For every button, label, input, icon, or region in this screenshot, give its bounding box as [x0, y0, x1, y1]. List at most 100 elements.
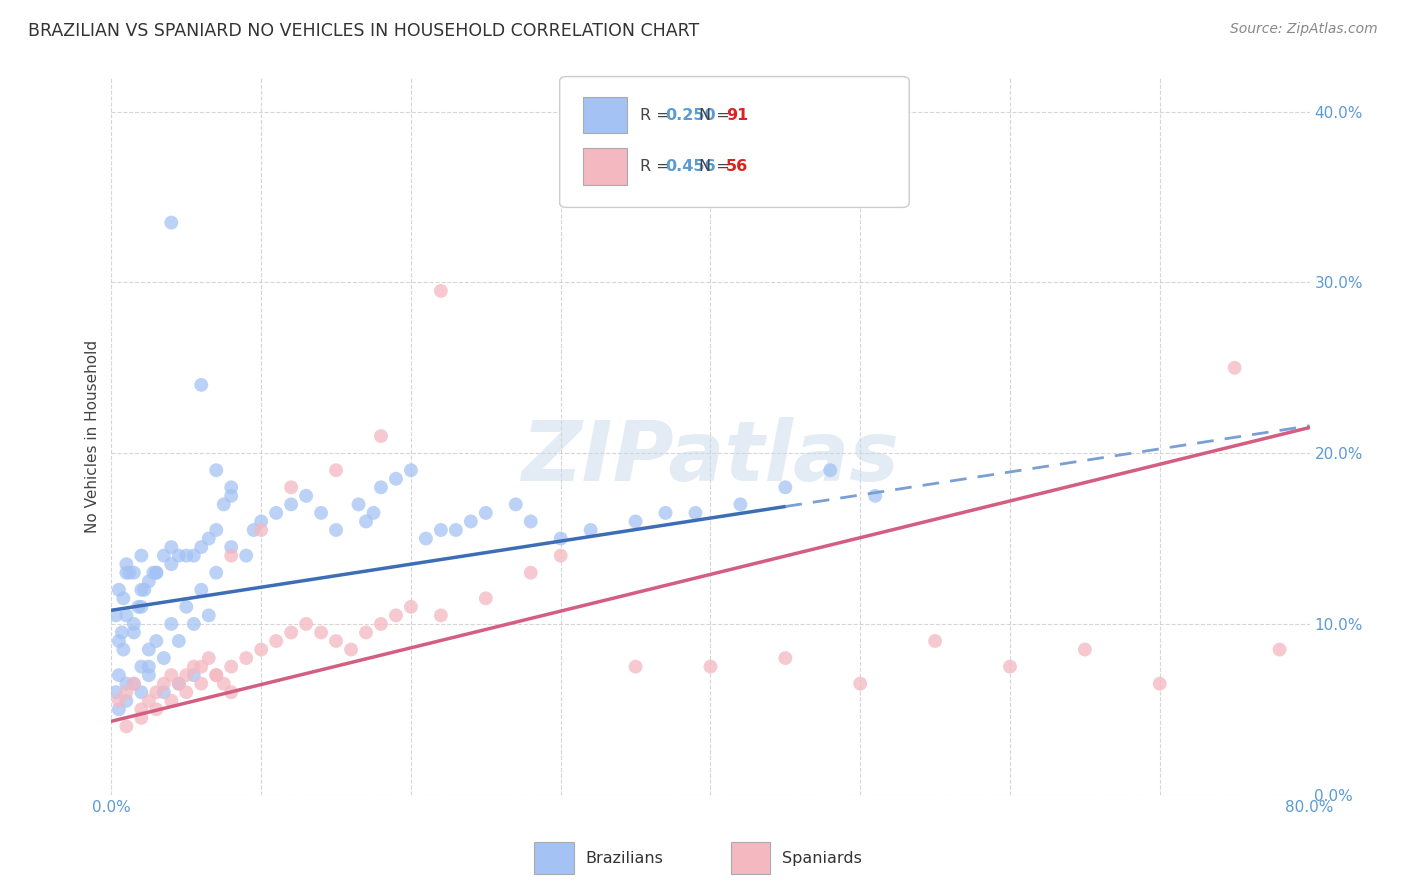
- Point: [475, 506, 498, 520]
- Point: [863, 489, 886, 503]
- Point: [325, 634, 347, 648]
- Point: [174, 599, 197, 614]
- Point: [197, 532, 219, 546]
- Point: [624, 659, 647, 673]
- Point: [127, 599, 149, 614]
- Point: [115, 566, 138, 580]
- Point: [145, 634, 167, 648]
- Point: [295, 489, 318, 503]
- Point: [550, 532, 572, 546]
- Point: [104, 685, 127, 699]
- Point: [219, 480, 242, 494]
- Point: [197, 651, 219, 665]
- Point: [167, 549, 190, 563]
- Point: [138, 668, 160, 682]
- Point: [730, 497, 752, 511]
- Point: [115, 694, 138, 708]
- Point: [775, 480, 797, 494]
- Point: [160, 540, 183, 554]
- Point: [1268, 642, 1291, 657]
- Text: N =: N =: [699, 108, 735, 123]
- Point: [115, 676, 138, 690]
- Point: [219, 489, 242, 503]
- Point: [519, 515, 541, 529]
- Point: [153, 549, 176, 563]
- Point: [112, 591, 135, 606]
- Point: [295, 616, 318, 631]
- Point: [190, 676, 212, 690]
- Point: [183, 616, 205, 631]
- Text: ZIPatlas: ZIPatlas: [522, 417, 900, 498]
- Point: [385, 608, 408, 623]
- Point: [160, 557, 183, 571]
- Point: [624, 515, 647, 529]
- Point: [550, 549, 572, 563]
- Point: [924, 634, 946, 648]
- Point: [142, 566, 165, 580]
- Point: [122, 625, 145, 640]
- Point: [654, 506, 676, 520]
- Point: [250, 523, 273, 537]
- Point: [131, 582, 153, 597]
- Point: [131, 549, 153, 563]
- Point: [354, 625, 377, 640]
- Point: [235, 549, 257, 563]
- Point: [115, 685, 138, 699]
- Point: [264, 506, 287, 520]
- Point: [685, 506, 707, 520]
- Point: [153, 651, 176, 665]
- Point: [153, 676, 176, 690]
- Text: Source: ZipAtlas.com: Source: ZipAtlas.com: [1230, 22, 1378, 37]
- Point: [370, 480, 392, 494]
- Point: [1223, 360, 1246, 375]
- Point: [160, 668, 183, 682]
- Point: [219, 685, 242, 699]
- Point: [183, 549, 205, 563]
- Point: [363, 506, 385, 520]
- Point: [212, 497, 235, 511]
- Point: [122, 616, 145, 631]
- Point: [309, 506, 332, 520]
- Point: [160, 694, 183, 708]
- Point: [430, 523, 453, 537]
- Point: [134, 582, 156, 597]
- Point: [115, 608, 138, 623]
- Point: [385, 472, 408, 486]
- Point: [197, 608, 219, 623]
- Text: 0.456: 0.456: [665, 159, 716, 174]
- Point: [122, 566, 145, 580]
- Text: R =: R =: [641, 108, 675, 123]
- Point: [519, 566, 541, 580]
- Point: [183, 668, 205, 682]
- Point: [460, 515, 482, 529]
- Point: [280, 625, 302, 640]
- Point: [108, 582, 131, 597]
- Point: [131, 711, 153, 725]
- Text: Spaniards: Spaniards: [782, 851, 862, 865]
- Point: [167, 676, 190, 690]
- Point: [190, 582, 212, 597]
- Point: [167, 634, 190, 648]
- Point: [104, 608, 127, 623]
- Point: [131, 702, 153, 716]
- Point: [280, 497, 302, 511]
- Point: [122, 676, 145, 690]
- Point: [190, 659, 212, 673]
- Point: [205, 523, 228, 537]
- Point: [131, 685, 153, 699]
- Point: [399, 599, 422, 614]
- Point: [415, 532, 437, 546]
- Point: [111, 625, 134, 640]
- Point: [115, 557, 138, 571]
- Point: [174, 668, 197, 682]
- Point: [190, 540, 212, 554]
- Point: [505, 497, 527, 511]
- Point: [174, 549, 197, 563]
- Point: [775, 651, 797, 665]
- Point: [160, 616, 183, 631]
- Point: [118, 566, 141, 580]
- Point: [174, 685, 197, 699]
- Point: [370, 429, 392, 443]
- Point: [820, 463, 842, 477]
- Point: [264, 634, 287, 648]
